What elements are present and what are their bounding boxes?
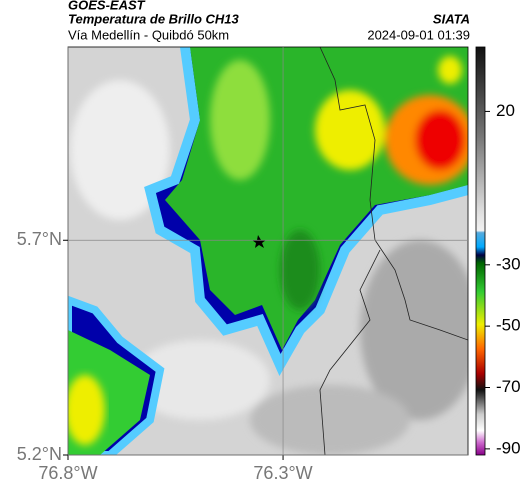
source: SIATA: [433, 11, 470, 26]
lon-tick-label: 76.3°W: [253, 463, 312, 483]
region: Vía Medellín - Quibdó 50km: [68, 27, 229, 42]
subtitle: Temperatura de Brillo CH13: [68, 11, 240, 26]
colorbar-tick-label: -70: [496, 377, 521, 396]
colorbar: [475, 46, 486, 456]
satellite-image: [68, 47, 468, 455]
colorbar-tick-label: -50: [496, 316, 521, 335]
lon-tick-label: 76.8°W: [38, 463, 97, 483]
datetime: 2024-09-01 01:39: [367, 27, 470, 42]
lat-tick-label: 5.2°N: [17, 444, 62, 464]
title: GOES-EAST: [68, 0, 146, 12]
lat-tick-label: 5.7°N: [17, 229, 62, 249]
colorbar-tick-label: 20: [496, 101, 515, 120]
colorbar-tick-label: -90: [496, 438, 521, 457]
colorbar-tick-label: -30: [496, 254, 521, 273]
